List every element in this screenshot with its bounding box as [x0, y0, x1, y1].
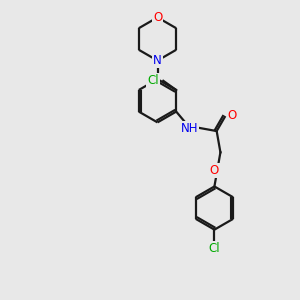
Text: Cl: Cl [208, 242, 220, 255]
Text: O: O [210, 164, 219, 177]
Text: N: N [153, 54, 162, 67]
Text: O: O [153, 11, 162, 24]
Text: Cl: Cl [147, 74, 159, 87]
Text: O: O [228, 109, 237, 122]
Text: NH: NH [181, 122, 198, 135]
